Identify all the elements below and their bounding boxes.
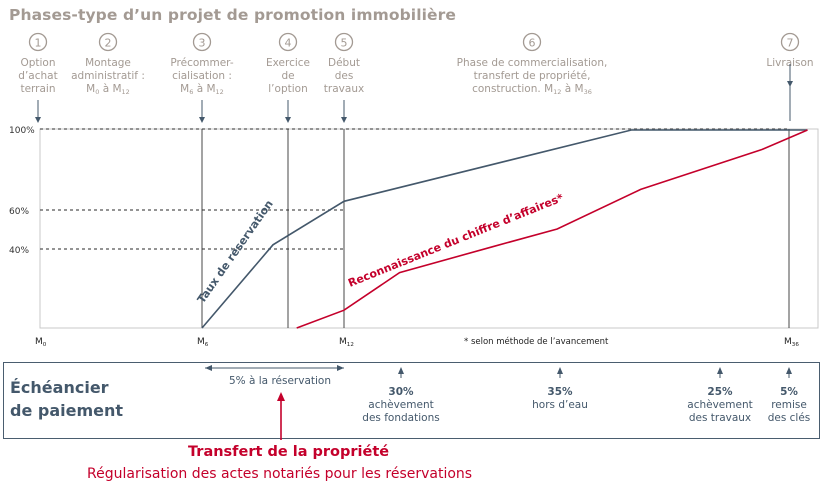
y-tick-label: 100% [9,126,35,136]
y-tick-label: 40% [9,246,29,256]
phase-number: 4 [285,37,292,50]
phase-label: M6 à M12 [180,83,224,96]
phase-label: de [281,70,294,82]
phase-label: Début [328,57,360,69]
x-tick-label: M6 [197,337,209,348]
phase-number: 1 [35,37,42,50]
phase-label: construction. M12 à M36 [472,83,592,96]
revenue-recognition-line [296,129,808,329]
phase-label: Précommer- [170,57,233,69]
phase-number: 2 [105,37,112,50]
diagram-title: Phases-type d’un projet de promotion imm… [9,6,456,24]
phase-number: 6 [529,37,536,50]
payment-schedule-label: Échéancier de paiement [10,376,123,422]
transfer-subtitle: Régularisation des actes notariés pour l… [87,466,473,482]
phase-arrow-head [341,117,347,123]
phase-label: travaux [324,83,364,95]
y-tick-label: 60% [9,207,29,217]
payment-schedule-label-line1: Échéancier [10,378,109,397]
x-tick-label: M36 [784,337,799,348]
phase-number-circle [780,32,800,52]
phase-arrow-head [285,117,291,123]
chart-frame [39,128,819,329]
phase-label: Livraison [766,57,813,69]
phase-label: transfert de propriété, [474,70,591,82]
phase-number-circle [278,32,298,52]
chart-footnote: * selon méthode de l’avancement [464,336,609,347]
phase-label: administratif : [71,70,145,82]
phase-number: 3 [199,37,206,50]
phase-arrow-head [787,81,793,87]
phase-label: Montage [85,57,131,69]
phase-number: 5 [341,37,348,50]
phase-number-circle [334,32,354,52]
phase-label: d’achat [18,70,57,82]
phase-number-circle [192,32,212,52]
reservation-rate-line [201,129,808,329]
phase-arrow-head [199,117,205,123]
phase-label: Option [20,57,55,69]
payment-schedule-box: Échéancier de paiement [3,362,820,439]
phase-label: l’option [268,83,307,95]
x-tick-label: M0 [35,337,47,348]
phase-number-circle [522,32,542,52]
x-tick-label: M12 [339,337,354,348]
phase-arrow-head [35,117,41,123]
phase-number-circle [28,32,48,52]
phase-number-circle [98,32,118,52]
phase-number: 7 [787,37,794,50]
phase-label: Phase de commercialisation, [457,57,608,69]
revenue-recognition-label: Reconnaissance du chiffre d’affaires* [346,191,565,290]
phase-label: des [335,70,354,82]
phase-label: M0 à M12 [86,83,130,96]
phase-label: Exercice [266,57,310,69]
phase-label: cialisation : [172,70,232,82]
payment-schedule-label-line2: de paiement [10,401,124,420]
transfer-title: Transfert de la propriété [188,444,390,460]
phase-label: terrain [20,83,55,95]
